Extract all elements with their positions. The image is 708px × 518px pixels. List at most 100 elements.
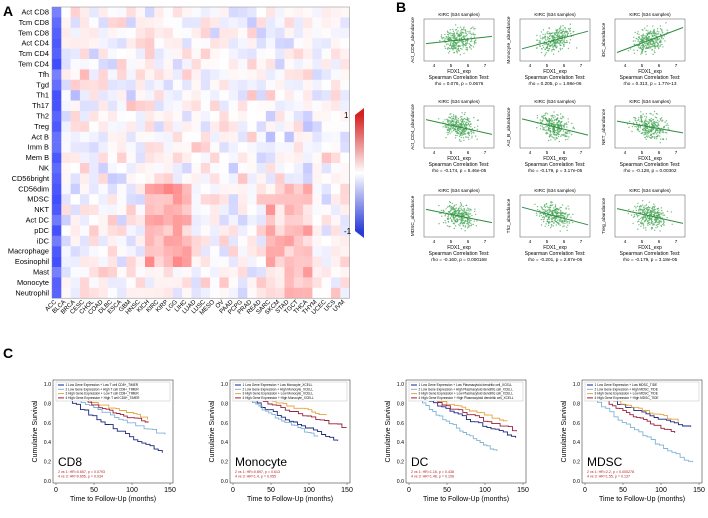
scatter-point <box>657 223 659 225</box>
scatter-point <box>468 134 471 137</box>
heatmap-cell <box>98 152 108 164</box>
scatter-point <box>645 123 648 125</box>
heatmap-cell <box>331 204 341 216</box>
scatter-point <box>641 49 644 52</box>
heatmap-cell <box>293 59 304 70</box>
heatmap-cell <box>340 183 350 195</box>
scatter-point <box>660 117 663 119</box>
scatter-point <box>472 46 475 48</box>
heatmap-cell <box>228 100 239 112</box>
heatmap-cell <box>135 287 146 299</box>
heatmap-cell <box>265 17 276 28</box>
heatmap-cell <box>219 111 229 122</box>
scatter-point <box>438 204 440 207</box>
heatmap-cell <box>312 142 322 153</box>
scatter-ylabel: MDSC_abundance <box>410 195 416 236</box>
scatter-point <box>460 118 463 120</box>
scatter-point <box>551 44 553 46</box>
scatter-point <box>454 24 457 26</box>
heatmap-cell <box>247 215 257 226</box>
scatter-point <box>446 206 449 208</box>
heatmap-cell <box>191 246 201 257</box>
scatter-point <box>543 43 546 45</box>
heatmap-cell <box>331 246 341 257</box>
scatter-point <box>556 212 558 214</box>
scatter-point <box>469 213 472 215</box>
scatter-point <box>566 126 568 128</box>
scatter-point <box>640 117 642 119</box>
scatter-point <box>451 131 453 133</box>
heatmap-cell <box>331 267 341 278</box>
scatter-xlabel: FDX1_exp <box>447 69 471 75</box>
heatmap-cell <box>284 277 294 288</box>
heatmap-cell <box>275 111 285 122</box>
heatmap-cell <box>228 152 239 164</box>
scatter-xlabel: FDX1_exp <box>543 156 567 162</box>
heatmap-cell <box>61 7 71 18</box>
survival-stat: 4 vs 3: HR=1.55, p = 0.137 <box>587 475 630 479</box>
heatmap-cell <box>256 142 267 153</box>
scatter-point <box>468 213 470 216</box>
scatter-xtick: 7 <box>484 63 487 68</box>
scatter-point <box>647 44 650 46</box>
heatmap-cell <box>303 142 313 153</box>
heatmap-cell <box>61 225 71 236</box>
heatmap-cell <box>247 287 257 299</box>
scatter-point <box>567 121 570 123</box>
scatter-point <box>466 132 469 134</box>
heatmap-cell <box>312 121 322 132</box>
scatter-point <box>535 212 538 214</box>
scatter-point <box>651 34 653 36</box>
scatter-point <box>547 217 550 220</box>
regression-line <box>616 120 684 134</box>
scatter-point <box>472 223 475 226</box>
scatter-point <box>650 113 652 115</box>
scatter-point <box>456 209 459 212</box>
scatter-title: KIRC (534 samples) <box>438 99 480 104</box>
heatmap-cell <box>61 69 71 80</box>
heatmap-cell <box>200 79 211 91</box>
heatmap-cell <box>247 267 257 278</box>
scatter-point <box>638 33 640 36</box>
heatmap-cell <box>312 267 322 278</box>
scatter-point <box>663 127 665 129</box>
scatter-point <box>452 49 454 51</box>
scatter-point <box>650 47 652 49</box>
scatter-point <box>564 35 566 37</box>
legend-entry: 1 Low Gene Expression + Low T cell CD8+_… <box>66 383 139 387</box>
scatter-point <box>649 214 651 216</box>
scatter-point <box>453 120 455 122</box>
scatter-point <box>447 46 449 49</box>
scatter-point <box>650 117 653 120</box>
heatmap-cell <box>210 59 220 70</box>
scatter-point <box>556 122 558 124</box>
scatter-xtick: 5 <box>546 150 549 155</box>
scatter-point <box>461 120 464 122</box>
heatmap-cell <box>293 7 304 18</box>
scatter-point <box>547 30 549 33</box>
scatter-point <box>538 210 541 212</box>
legend-entry: 4 High Gene Expression + High Plasmacyto… <box>419 396 514 400</box>
heatmap-cell <box>154 142 164 153</box>
heatmap-cell <box>303 287 313 299</box>
scatter-point <box>550 218 553 220</box>
scatter-point <box>459 47 462 50</box>
heatmap-cell <box>303 121 313 132</box>
scatter-point <box>542 29 545 31</box>
scatter-point <box>653 136 656 138</box>
heatmap-cell <box>52 225 62 236</box>
scatter-point <box>546 113 549 115</box>
scatter-point <box>468 32 470 34</box>
heatmap-cell <box>275 204 285 216</box>
survival-ytick: 0.6 <box>44 421 51 427</box>
heatmap-cell <box>331 215 341 226</box>
heatmap-cell <box>200 27 211 39</box>
heatmap-cell <box>79 48 90 60</box>
scatter-point <box>550 201 552 203</box>
scatter-point <box>462 132 465 134</box>
heatmap-cell <box>331 59 341 70</box>
scatter-point <box>460 30 462 32</box>
scatter-xtick: 7 <box>675 63 678 68</box>
heatmap-cell <box>228 142 239 153</box>
scatter-point <box>542 208 544 211</box>
